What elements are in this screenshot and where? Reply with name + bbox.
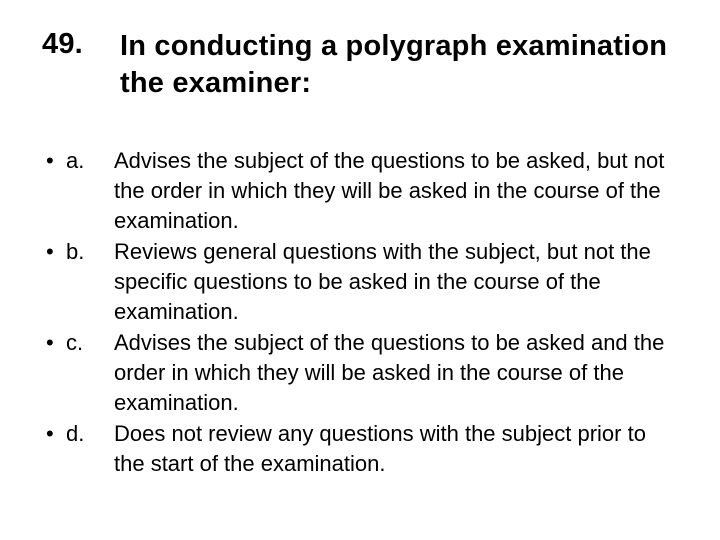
- option-letter: c.: [66, 328, 114, 358]
- question-heading: 49. In conducting a polygraph examinatio…: [42, 28, 678, 102]
- option-letter: d.: [66, 419, 114, 449]
- option-text: Reviews general questions with the subje…: [114, 237, 678, 326]
- options-list: • a. Advises the subject of the question…: [42, 146, 678, 479]
- option-text: Advises the subject of the questions to …: [114, 328, 678, 417]
- option-letter: b.: [66, 237, 114, 267]
- bullet-icon: •: [42, 237, 66, 267]
- list-item: • b. Reviews general questions with the …: [42, 237, 678, 326]
- list-item: • d. Does not review any questions with …: [42, 419, 678, 478]
- option-text: Does not review any questions with the s…: [114, 419, 678, 478]
- list-item: • a. Advises the subject of the question…: [42, 146, 678, 235]
- question-text: In conducting a polygraph examination th…: [120, 28, 678, 102]
- option-text: Advises the subject of the questions to …: [114, 146, 678, 235]
- question-number: 49.: [42, 28, 120, 61]
- bullet-icon: •: [42, 328, 66, 358]
- option-letter: a.: [66, 146, 114, 176]
- bullet-icon: •: [42, 419, 66, 449]
- list-item: • c. Advises the subject of the question…: [42, 328, 678, 417]
- bullet-icon: •: [42, 146, 66, 176]
